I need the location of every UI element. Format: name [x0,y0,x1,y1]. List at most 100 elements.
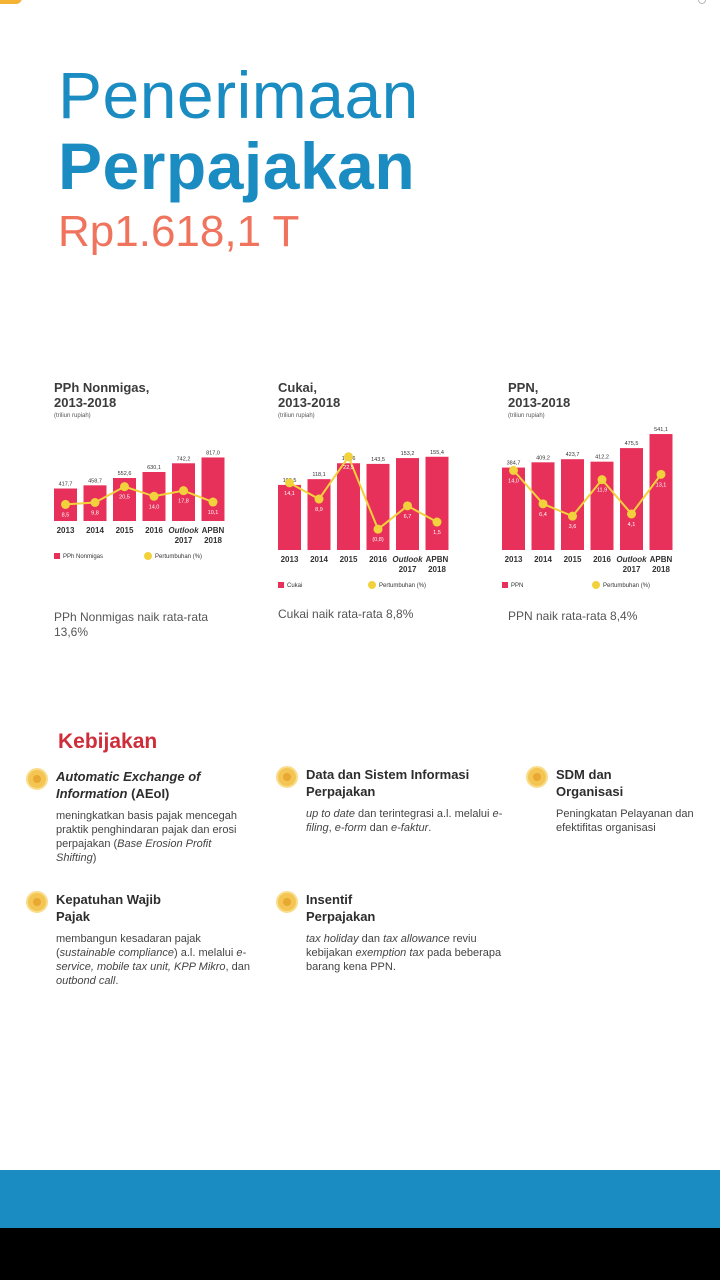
x-tick-label: 2016 [145,526,163,535]
growth-value-label: 4,1 [628,522,636,528]
x-tick-label: 2013 [57,526,75,535]
corner-indicator-icon [698,0,706,4]
growth-point-4 [403,501,412,511]
x-tick-label: Outlook [392,555,423,564]
legend-bar-swatch [54,553,60,559]
bar-value-label: 541,1 [654,427,668,433]
chart-title-line2: 2013-2018 [54,395,117,410]
bar-0 [502,467,525,550]
chart-cukai-plot: 108,5118,1144,6143,5153,2155,414,18,922,… [278,450,449,589]
policy-title: Kebijakan [58,730,158,753]
x-tick-label: 2015 [564,555,582,564]
chart-title-line2: 2013-2018 [508,395,571,410]
badge-icon [526,766,548,788]
growth-value-label: 22,5 [343,465,354,471]
bar-value-label: 384,7 [507,461,521,467]
legend-line-swatch [592,581,600,589]
legend-bar-label: Cukai [287,583,302,589]
growth-value-label: 14,1 [284,491,295,497]
bar-5 [649,434,673,550]
legend-line-label: Pertumbuhan (%) [379,583,426,589]
x-tick-label: 2014 [534,555,552,564]
badge-icon [276,891,298,913]
bar-value-label: 155,4 [430,450,444,456]
chart-pph-nonmigas-plot: 417,7 458,7 552,6 630,1 742,2 817,0 8,5 9,8 20,5… [54,450,225,560]
chart-title-line1: Cukai, [278,380,318,395]
bar-value-label: 143,5 [371,457,385,463]
bar-value-label: 742,2 [177,456,191,462]
bar-3 [366,463,390,550]
policy-description: meningkatkan basis pajak mencegah prakti… [56,810,238,864]
chart-title-line1: PPh Nonmigas, [54,380,150,395]
growth-point-0 [285,478,294,488]
growth-line [65,485,214,506]
legend-line-label: Pertumbuhan (%) [155,554,202,560]
growth-value-label: 14,0 [149,504,160,510]
bar-value-label: 458,7 [88,478,102,484]
chart-note: PPh Nonmigas naik rata-rata 13,6% [54,610,209,639]
footer-band [0,1170,720,1228]
growth-value-label: 8,5 [62,512,70,518]
hero-title-line1: Penerimaan [58,58,419,132]
policy-item-kepatuhan: Kepatuhan Wajib Pajak membangun kesadara… [26,891,251,988]
system-nav-bar [0,1228,720,1280]
x-tick-label: 2014 [310,555,328,564]
legend-bar-swatch [278,582,284,588]
chart-ppn-plot: 384,7 409,2 423,7 412,2 475,5 541,1 14,0 6,4 3,6… [502,427,673,589]
growth-value-label: 14,0 [508,478,519,484]
x-tick-label: APBN [650,555,673,564]
growth-value-label: 10,1 [208,510,219,516]
badge-icon [26,891,48,913]
chart-pph-nonmigas: PPh Nonmigas, 2013-2018 (triliun rupiah) [54,380,244,420]
chart-unit: (triliun rupiah) [278,413,315,419]
bar-0 [278,484,301,550]
growth-value-label: 6,7 [404,514,412,520]
hero-amount: Rp1.618,1 T [58,207,300,256]
hero: Penerimaan Perpajakan Rp1.618,1 T [58,60,658,260]
x-tick-label: 2018 [652,565,670,574]
growth-value-label: 17,8 [178,499,189,505]
policy-description: Peningkatan Pelayanan dan efektifitas or… [556,808,694,834]
badge-icon [276,766,298,788]
x-tick-label: APBN [426,555,449,564]
badge-icon [26,768,48,790]
growth-point-2 [344,452,353,462]
policy-item-data-sistem: Data dan Sistem Informasi Perpajakan up … [276,766,506,835]
policy-item-aeoi: Automatic Exchange of Information (AEoI)… [26,768,251,865]
policy-heading: Insentif Perpajakan [306,892,376,924]
bar-value-label: 817,0 [206,450,220,456]
policy-heading: Kepatuhan Wajib Pajak [56,892,161,924]
growth-value-label: 20,5 [119,495,130,501]
growth-point-4 [627,509,636,519]
corner-tab [0,0,22,4]
growth-point-3 [149,491,159,501]
bar-value-label: 630,1 [147,465,161,471]
growth-value-label: 13,1 [656,482,667,488]
growth-point-0 [509,465,518,475]
bar-5 [201,457,225,521]
x-tick-label: 2017 [399,565,417,574]
chart-unit: (triliun rupiah) [508,413,545,419]
policy-heading: Data dan Sistem Informasi Perpajakan [306,767,470,799]
growth-value-label: 6,4 [539,512,547,518]
growth-point-2 [568,511,577,521]
growth-point-0 [61,499,70,509]
chart-ppn: PPN, 2013-2018 (triliun rupiah) [508,380,698,420]
growth-value-label: 11,9 [597,488,607,494]
x-tick-label: 2013 [505,555,523,564]
bar-4 [620,448,643,550]
bar-5 [425,456,449,550]
growth-point-1 [538,499,548,509]
policy-heading: Automatic Exchange of Information (AEoI) [56,769,201,801]
policy-item-sdm: SDM dan Organisasi Peningkatan Pelayanan… [526,766,706,835]
growth-point-5 [432,517,442,527]
growth-line [512,469,662,518]
bar-2 [337,463,360,550]
bar-value-label: 417,7 [59,482,73,488]
growth-point-1 [90,497,100,507]
growth-value-label: 1,5 [433,530,441,536]
x-tick-label: 2018 [428,565,446,574]
hero-title-line2: Perpajakan [58,129,416,203]
bar-value-label: 475,5 [625,441,639,447]
x-tick-label: 2014 [86,526,104,535]
